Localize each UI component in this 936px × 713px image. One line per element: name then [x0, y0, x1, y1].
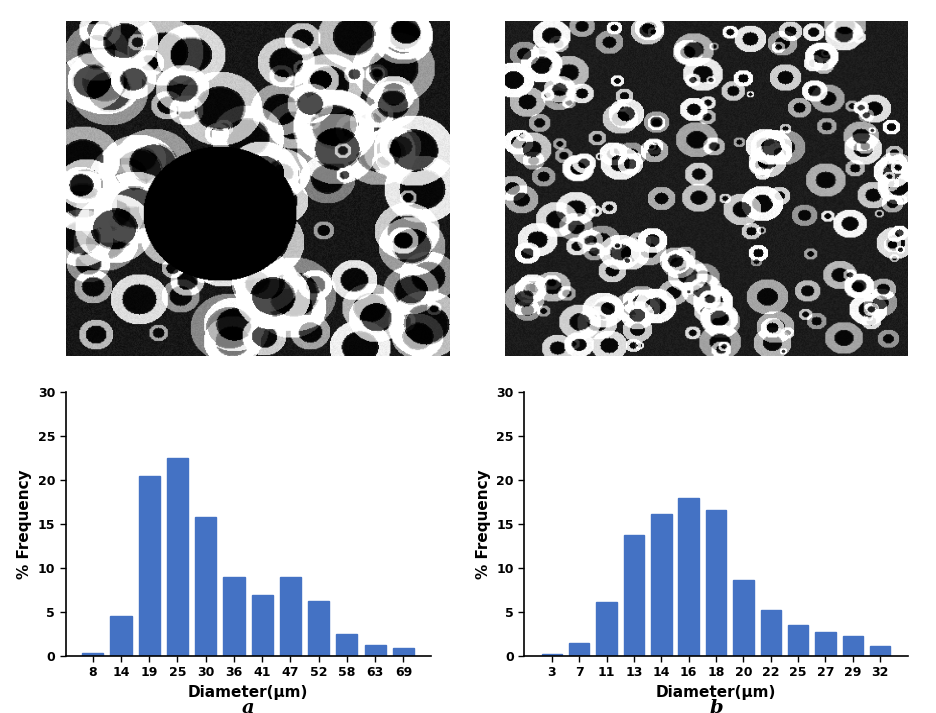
Bar	[252, 595, 272, 656]
Bar	[336, 634, 358, 656]
Bar	[733, 580, 753, 656]
Y-axis label: % Frequency: % Frequency	[475, 469, 490, 579]
Y-axis label: % Frequency: % Frequency	[17, 469, 32, 579]
Bar	[815, 632, 836, 656]
Bar	[706, 510, 726, 656]
Bar	[569, 643, 590, 656]
Bar	[788, 625, 809, 656]
Bar	[623, 535, 644, 656]
Bar	[280, 577, 301, 656]
X-axis label: Diameter(μm): Diameter(μm)	[656, 685, 776, 700]
Bar	[110, 615, 132, 656]
Bar	[870, 646, 890, 656]
Bar	[224, 577, 244, 656]
Bar	[761, 610, 781, 656]
Bar	[679, 498, 699, 656]
Text: a: a	[241, 699, 255, 713]
Bar	[139, 476, 160, 656]
Bar	[393, 648, 414, 656]
Bar	[542, 655, 563, 656]
Bar	[364, 645, 386, 656]
Bar	[82, 653, 103, 656]
Bar	[195, 517, 216, 656]
Bar	[842, 636, 863, 656]
Bar	[167, 458, 188, 656]
Bar	[651, 514, 671, 656]
Bar	[308, 600, 329, 656]
X-axis label: Diameter(μm): Diameter(μm)	[188, 685, 308, 700]
Text: b: b	[709, 699, 723, 713]
Bar	[596, 602, 617, 656]
